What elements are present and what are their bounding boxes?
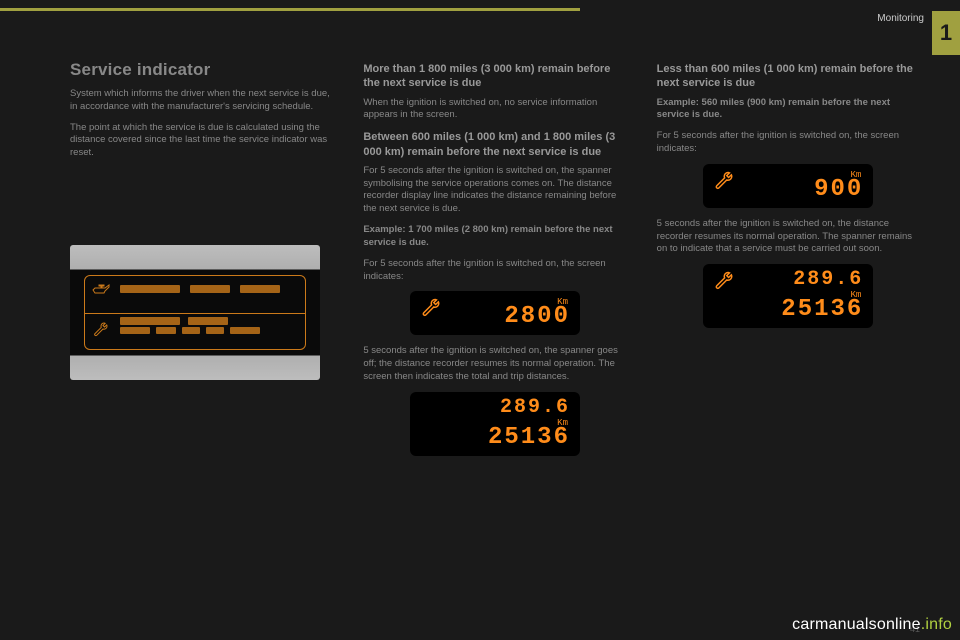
more-than-text: When the ignition is switched on, no ser…: [363, 97, 626, 123]
dash-screen-divider: [84, 313, 306, 314]
watermark-suffix: .info: [921, 616, 952, 633]
dash-text-blur: [206, 327, 224, 334]
page-content: Service indicator System which informs t…: [70, 60, 920, 466]
between-text-1: For 5 seconds after the ignition is swit…: [363, 165, 626, 216]
lcd-panel-2800: Km 2800: [410, 291, 580, 335]
oil-can-icon: [92, 283, 110, 295]
lcd-panel-trip-1: 289.6 Km 25136: [410, 392, 580, 456]
less-than-text-2: For 5 seconds after the ignition is swit…: [657, 130, 920, 156]
column-middle: More than 1 800 miles (3 000 km) remain …: [363, 60, 626, 466]
column-left: Service indicator System which informs t…: [70, 60, 333, 466]
dash-text-blur: [188, 317, 228, 325]
dash-text-blur: [240, 285, 280, 293]
after-5s-text: 5 seconds after the ignition is switched…: [363, 345, 626, 383]
wrench-icon: [713, 270, 733, 290]
wrench-icon: [713, 170, 733, 190]
dash-text-blur: [190, 285, 230, 293]
more-than-heading: More than 1 800 miles (3 000 km) remain …: [363, 62, 626, 91]
dash-text-blur: [156, 327, 176, 334]
section-label: Monitoring: [877, 13, 924, 24]
lcd-trip-bottom: 25136: [781, 298, 863, 322]
lcd-value-900: 900: [814, 178, 863, 202]
service-indicator-heading: Service indicator: [70, 60, 333, 80]
lcd-trip-bottom: 25136: [488, 426, 570, 450]
less-than-heading: Less than 600 miles (1 000 km) remain be…: [657, 62, 920, 91]
accent-bar: [0, 8, 580, 11]
dash-text-blur: [120, 285, 180, 293]
intro-text-2: The point at which the service is due is…: [70, 122, 333, 160]
lcd-value-2800: 2800: [504, 305, 570, 329]
less-than-text-3: 5 seconds after the ignition is switched…: [657, 218, 920, 256]
lcd-trip-top: 289.6: [500, 398, 570, 418]
between-text-2: Example: 1 700 miles (2 800 km) remain b…: [363, 224, 626, 250]
lcd-panel-trip-2: 289.6 Km 25136: [703, 264, 873, 328]
dash-text-blur: [230, 327, 260, 334]
side-tab: 1: [932, 11, 960, 55]
intro-text-1: System which informs the driver when the…: [70, 88, 333, 114]
column-right: Less than 600 miles (1 000 km) remain be…: [657, 60, 920, 466]
dash-row-service: [92, 317, 298, 334]
lcd-trip-top: 289.6: [793, 270, 863, 290]
less-than-example: Example: 560 miles (900 km) remain befor…: [657, 97, 920, 123]
wrench-icon: [420, 297, 440, 317]
dashboard-photo: [70, 245, 320, 380]
dash-row-oil: [92, 283, 298, 295]
dash-text-blur: [120, 317, 180, 325]
between-heading: Between 600 miles (1 000 km) and 1 800 m…: [363, 130, 626, 159]
dash-text-blur: [120, 327, 150, 334]
lcd-panel-900: Km 900: [703, 164, 873, 208]
watermark: carmanualsonline.info: [792, 616, 952, 634]
dash-text-blur: [182, 327, 200, 334]
between-text-3: For 5 seconds after the ignition is swit…: [363, 258, 626, 284]
watermark-main: carmanualsonline: [792, 616, 921, 633]
